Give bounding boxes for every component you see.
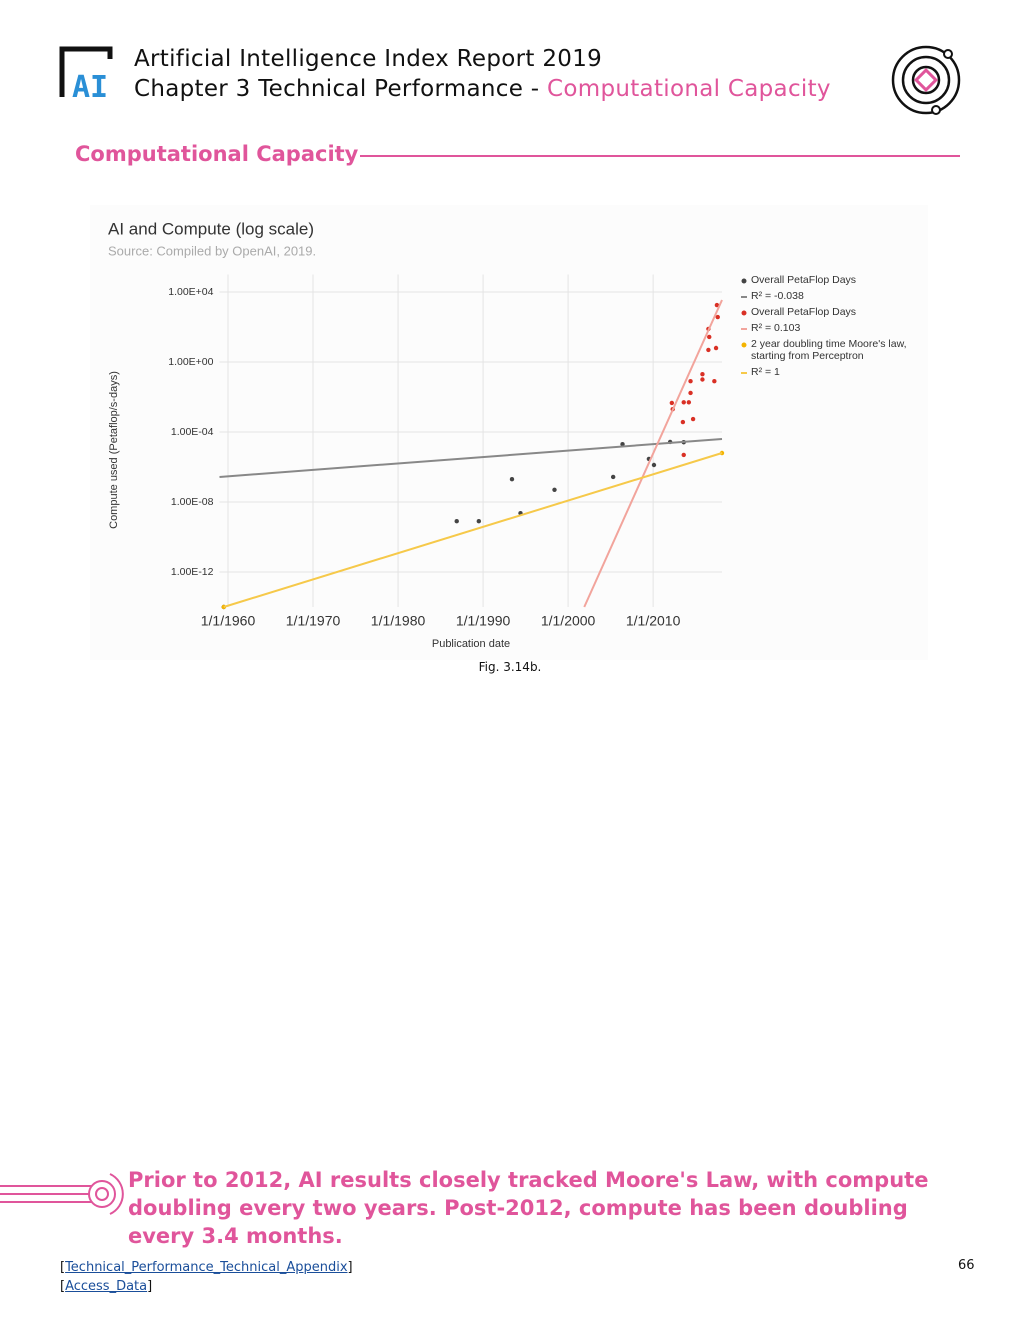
- bracket: [: [60, 1260, 66, 1275]
- bracket: ]: [347, 1260, 353, 1275]
- data-point: [620, 442, 625, 447]
- footer-link-row: [Technical_Performance_Technical_Appendi…: [60, 1258, 353, 1277]
- chapter-icon: [891, 45, 961, 115]
- data-point: [454, 518, 459, 524]
- x-tick-label: 1/1/1990: [456, 613, 511, 629]
- data-point: [686, 400, 692, 405]
- trend-line: [219, 437, 723, 478]
- legend-symbol: [739, 322, 749, 332]
- legend-label: Overall PetaFlop Days: [751, 274, 857, 286]
- data-point: [700, 372, 705, 377]
- bracket: ]: [147, 1279, 153, 1294]
- data-point: [688, 390, 693, 396]
- x-tick-label: 1/1/1970: [286, 613, 341, 629]
- report-title: Artificial Intelligence Index Report 201…: [134, 46, 603, 72]
- callout: Prior to 2012, AI results closely tracke…: [128, 1168, 929, 1248]
- data-point: [690, 416, 696, 422]
- legend-marker: [741, 310, 747, 316]
- chapter-topic: Computational Capacity: [547, 76, 831, 102]
- legend-marker: [741, 296, 747, 298]
- data-point: [681, 452, 686, 458]
- data-point: [610, 474, 616, 480]
- y-tick-label: 1.00E-08: [171, 496, 214, 508]
- legend-symbol: [739, 274, 749, 284]
- legend: Overall PetaFlop Days R² = -0.038 Overall …: [739, 274, 909, 382]
- y-tick-label: 1.00E+04: [168, 286, 213, 298]
- x-tick-label: 1/1/1980: [371, 613, 426, 629]
- legend-symbol: [739, 366, 749, 376]
- data-point: [681, 400, 686, 405]
- legend-label: 2 year doubling time Moore's law, starti…: [751, 338, 907, 362]
- bracket: [: [60, 1279, 66, 1294]
- chart-title: AI and Compute (log scale): [108, 219, 314, 238]
- footer-links: [Technical_Performance_Technical_Appendi…: [60, 1258, 353, 1296]
- legend-label: R² = 1: [751, 366, 780, 378]
- legend-item: Overall PetaFlop Days: [739, 274, 909, 286]
- chart-subtitle: Source: Compiled by OpenAI, 2019.: [108, 243, 316, 258]
- data-point: [712, 378, 717, 384]
- section-rule: [360, 155, 960, 157]
- data-point: [707, 334, 712, 340]
- data-point: [713, 345, 719, 351]
- chart: AI and Compute (log scale) Source: Compi…: [107, 219, 725, 650]
- data-point: [714, 302, 720, 308]
- data-point: [706, 347, 711, 353]
- trend-line: [583, 299, 723, 608]
- figure-caption: Fig. 3.14b.: [478, 660, 542, 674]
- footer-link-row: [Access_Data]: [60, 1277, 353, 1296]
- y-tick-label: 1.00E-12: [171, 566, 214, 578]
- y-tick-label: 1.00E+00: [168, 356, 213, 368]
- legend-label: R² = 0.103: [751, 322, 801, 334]
- legend-dot: [741, 342, 747, 348]
- legend-dot: [741, 278, 747, 284]
- data-point: [669, 400, 675, 406]
- y-tick-label: 1.00E-04: [171, 426, 214, 438]
- logo-text: AI: [72, 70, 108, 101]
- legend-item: Overall PetaFlop Days: [739, 306, 909, 318]
- section-title: Computational Capacity: [75, 142, 359, 166]
- legend-symbol: [739, 338, 749, 348]
- x-axis-label: Publication date: [432, 638, 510, 650]
- footer-link[interactable]: Technical_Performance_Technical_Appendix: [65, 1260, 348, 1275]
- legend-item: R² = 1: [739, 366, 909, 378]
- data-point: [651, 462, 657, 468]
- legend-item: R² = -0.038: [739, 290, 909, 302]
- x-tick-label: 1/1/2010: [626, 613, 681, 629]
- x-tick-label: 1/1/2000: [541, 613, 596, 629]
- legend-item: R² = 0.103: [739, 322, 909, 334]
- data-point: [715, 314, 720, 320]
- legend-symbol: [739, 290, 749, 300]
- data-point: [700, 377, 705, 382]
- x-tick-label: 1/1/1960: [201, 613, 256, 629]
- data-point: [680, 419, 686, 425]
- legend-dot: [741, 310, 747, 316]
- data-point: [688, 378, 693, 384]
- footer-link[interactable]: Access_Data: [65, 1279, 148, 1294]
- legend-marker: [741, 372, 747, 374]
- data-point: [476, 518, 482, 524]
- data-point: [509, 477, 515, 482]
- legend-marker: [741, 278, 747, 284]
- chapter-name: Chapter 3 Technical Performance -: [134, 76, 548, 102]
- legend-label: Overall PetaFlop Days: [751, 306, 857, 318]
- logo: AI: [59, 46, 113, 101]
- callout-icon: [0, 1173, 124, 1215]
- trend-line: [223, 452, 723, 608]
- header: Artificial Intelligence Index Report 201…: [134, 44, 831, 104]
- legend-marker: [741, 328, 747, 330]
- y-axis-label: Compute used (Petaflop/s-days): [108, 371, 120, 529]
- legend-item: 2 year doubling time Moore's law, starti…: [739, 338, 909, 362]
- legend-symbol: [739, 306, 749, 316]
- legend-label: R² = -0.038: [751, 290, 804, 302]
- data-point: [552, 487, 557, 492]
- legend-marker: [741, 342, 747, 348]
- chapter: Chapter 3 Technical Performance - Comput…: [134, 74, 831, 104]
- page-number: 66: [958, 1258, 975, 1273]
